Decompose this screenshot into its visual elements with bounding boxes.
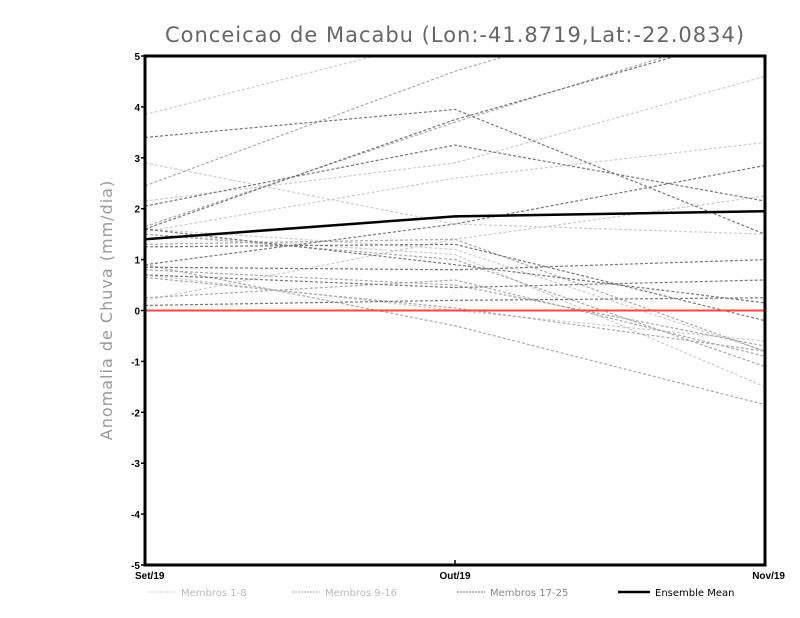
member-line-25 <box>145 228 765 304</box>
member-line-15 <box>145 238 765 352</box>
x-tick-label: Out/19 <box>439 571 471 582</box>
member-line-24 <box>145 274 765 289</box>
member-line-1 <box>145 56 378 116</box>
member-line-21 <box>145 243 765 322</box>
member-line-8 <box>145 228 765 352</box>
y-tick-label: -1 <box>131 357 140 368</box>
member-line-18 <box>145 144 765 207</box>
y-tick-label: -2 <box>131 408 140 419</box>
chart-title: Conceicao de Macabu (Lon:-41.8719,Lat:-2… <box>165 23 745 47</box>
legend-label-2: Membros 9-16 <box>325 588 397 599</box>
y-tick-label: 1 <box>134 256 140 267</box>
y-tick-label: 2 <box>134 205 140 216</box>
member-line-22 <box>145 259 765 271</box>
legend-label-3: Membros 17-25 <box>490 588 568 599</box>
ensemble-mean-line <box>145 209 765 241</box>
y-tick-label: -4 <box>131 510 140 521</box>
x-tick-label: Set/19 <box>135 571 165 582</box>
member-line-11 <box>145 269 765 347</box>
y-tick-label: 3 <box>134 154 140 165</box>
member-line-3 <box>145 75 765 202</box>
member-line-4 <box>145 141 765 233</box>
legend-label-4: Ensemble Mean <box>655 588 734 599</box>
legend-label-1: Membros 1-8 <box>181 588 247 599</box>
member-line-12 <box>145 264 765 406</box>
y-tick-label: 5 <box>134 52 140 63</box>
member-line-17 <box>145 108 765 235</box>
member-line-19 <box>145 56 679 230</box>
member-line-9 <box>145 56 509 187</box>
member-line-20 <box>145 164 765 266</box>
y-tick-label: -5 <box>131 561 140 572</box>
y-axis-label: Anomalia de Chuva (mm/dia) <box>97 180 116 440</box>
y-tick-label: 0 <box>134 307 140 318</box>
member-line-14 <box>145 279 765 357</box>
member-line-23 <box>145 297 765 307</box>
y-tick-label: -3 <box>131 459 140 470</box>
member-line-13 <box>145 233 765 368</box>
y-tick-label: 4 <box>134 103 140 114</box>
x-tick-label: Nov/19 <box>752 571 785 582</box>
member-line-10 <box>145 56 670 228</box>
member-line-6 <box>145 233 765 388</box>
member-line-16 <box>145 276 765 352</box>
